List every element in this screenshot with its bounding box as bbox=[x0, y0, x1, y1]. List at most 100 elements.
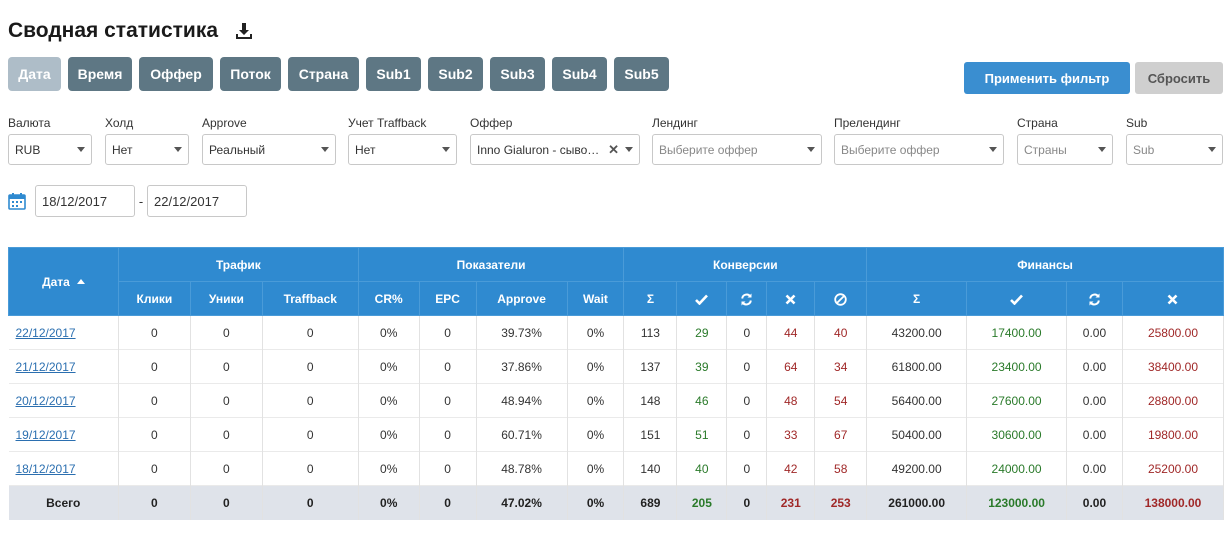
chevron-down-icon bbox=[1208, 147, 1216, 152]
prelanding-value: Выберите оффер bbox=[841, 142, 940, 157]
country-value: Страны bbox=[1024, 142, 1067, 157]
conv-approved-cell: 51 bbox=[676, 417, 728, 452]
total-wait: 0% bbox=[567, 485, 625, 520]
fin-sum-cell: 49200.00 bbox=[866, 451, 968, 486]
hold-select[interactable]: Нет bbox=[105, 134, 189, 165]
date-to-input[interactable]: 22/12/2017 bbox=[147, 185, 247, 217]
fin-sum-cell: 56400.00 bbox=[866, 383, 968, 418]
fin-hold-header[interactable] bbox=[1066, 281, 1123, 316]
conv-trash-cell: 67 bbox=[814, 417, 868, 452]
traffback-label: Учет Traffback bbox=[348, 116, 427, 130]
sub-select[interactable]: Sub bbox=[1126, 134, 1223, 165]
uniques-header[interactable]: Уники bbox=[189, 281, 263, 316]
total-uniques: 0 bbox=[190, 485, 263, 520]
approve-cell: 37.86% bbox=[476, 349, 568, 384]
uniques-cell: 0 bbox=[190, 383, 263, 418]
conv-approved-cell: 39 bbox=[676, 349, 728, 384]
apply-filter-button[interactable]: Применить фильтр bbox=[964, 62, 1130, 94]
conv-hold-header[interactable] bbox=[726, 281, 768, 316]
country-filter: Страна Страны bbox=[1017, 115, 1113, 165]
epc-cell: 0 bbox=[419, 349, 477, 384]
table-row: 18/12/2017 0 0 0 0% 0 48.78% 0% 140 40 0… bbox=[8, 451, 1225, 486]
epc-cell: 0 bbox=[419, 315, 477, 350]
traffback-cell: 0 bbox=[262, 383, 359, 418]
traffback-select[interactable]: Нет bbox=[348, 134, 457, 165]
row-date-link[interactable]: 22/12/2017 bbox=[8, 315, 119, 350]
groupby-date-button[interactable]: Дата bbox=[8, 57, 61, 91]
groupby-sub1-button[interactable]: Sub1 bbox=[366, 57, 421, 91]
groupby-sub5-button[interactable]: Sub5 bbox=[614, 57, 669, 91]
clicks-cell: 0 bbox=[118, 349, 191, 384]
currency-select[interactable]: RUB bbox=[8, 134, 92, 165]
groupby-sub4-button[interactable]: Sub4 bbox=[552, 57, 607, 91]
groupby-tabs: Дата Время Оффер Поток Страна Sub1 Sub2 … bbox=[8, 57, 676, 91]
epc-header[interactable]: EPC bbox=[418, 281, 477, 316]
row-date-link[interactable]: 21/12/2017 bbox=[8, 349, 119, 384]
fin-approved-cell: 17400.00 bbox=[966, 315, 1068, 350]
fin-sum-header[interactable]: Σ bbox=[866, 281, 968, 316]
fin-approved-header[interactable] bbox=[966, 281, 1068, 316]
total-label: Всего bbox=[8, 485, 119, 520]
cr-header[interactable]: CR% bbox=[357, 281, 420, 316]
hold-filter: Холд Нет bbox=[105, 115, 189, 165]
groupby-time-button[interactable]: Время bbox=[68, 57, 132, 91]
check-icon bbox=[695, 294, 709, 305]
offer-select[interactable]: Inno Gialuron - сыво… ✕ bbox=[470, 134, 640, 165]
download-icon[interactable] bbox=[234, 21, 254, 41]
approve-label: Approve bbox=[202, 116, 247, 130]
offer-label: Оффер bbox=[470, 116, 513, 130]
approve-header[interactable]: Approve bbox=[475, 281, 568, 316]
groupby-flow-button[interactable]: Поток bbox=[220, 57, 281, 91]
fin-rejected-header[interactable] bbox=[1121, 281, 1225, 316]
wait-header[interactable]: Wait bbox=[566, 281, 625, 316]
conv-sum-header[interactable]: Σ bbox=[623, 281, 678, 316]
calendar-icon[interactable] bbox=[8, 192, 26, 210]
date-range: 18/12/2017 - 22/12/2017 bbox=[8, 185, 247, 217]
date-column-header[interactable]: Дата bbox=[8, 247, 119, 316]
page-title: Сводная статистика bbox=[8, 19, 219, 42]
total-row: Всего 0 0 0 0% 0 47.02% 0% 689 205 0 231… bbox=[8, 485, 1225, 520]
row-date-link[interactable]: 19/12/2017 bbox=[8, 417, 119, 452]
table-row: 19/12/2017 0 0 0 0% 0 60.71% 0% 151 51 0… bbox=[8, 417, 1225, 452]
groupby-offer-button[interactable]: Оффер bbox=[139, 57, 213, 91]
cr-cell: 0% bbox=[358, 417, 420, 452]
total-conv-sum: 689 bbox=[623, 485, 678, 520]
conversions-group-header: Конверсии bbox=[623, 247, 868, 282]
date-separator: - bbox=[138, 193, 144, 209]
total-conv-trash: 253 bbox=[814, 485, 868, 520]
check-icon bbox=[1010, 294, 1023, 305]
fin-approved-cell: 27600.00 bbox=[966, 383, 1068, 418]
conv-trash-header[interactable] bbox=[814, 281, 868, 316]
groupby-country-button[interactable]: Страна bbox=[288, 57, 359, 91]
approve-select[interactable]: Реальный bbox=[202, 134, 336, 165]
chevron-down-icon bbox=[1098, 147, 1106, 152]
clicks-cell: 0 bbox=[118, 451, 191, 486]
prelanding-select[interactable]: Выберите оффер bbox=[834, 134, 1004, 165]
landing-select[interactable]: Выберите оффер bbox=[652, 134, 822, 165]
table-row: 22/12/2017 0 0 0 0% 0 39.73% 0% 113 29 0… bbox=[8, 315, 1225, 350]
conv-hold-cell: 0 bbox=[726, 383, 768, 418]
approve-filter: Approve Реальный bbox=[202, 115, 336, 165]
reset-button[interactable]: Сбросить bbox=[1135, 62, 1223, 94]
landing-value: Выберите оффер bbox=[659, 142, 758, 157]
groupby-sub3-button[interactable]: Sub3 bbox=[490, 57, 545, 91]
close-icon[interactable]: ✕ bbox=[608, 141, 619, 157]
row-date-link[interactable]: 18/12/2017 bbox=[8, 451, 119, 486]
traffback-header[interactable]: Traffback bbox=[261, 281, 359, 316]
uniques-cell: 0 bbox=[190, 315, 263, 350]
epc-cell: 0 bbox=[419, 417, 477, 452]
traffback-cell: 0 bbox=[262, 451, 359, 486]
conv-trash-cell: 34 bbox=[814, 349, 868, 384]
chevron-down-icon bbox=[989, 147, 997, 152]
groupby-sub2-button[interactable]: Sub2 bbox=[428, 57, 483, 91]
clicks-header[interactable]: Клики bbox=[117, 281, 191, 316]
conv-rejected-header[interactable] bbox=[766, 281, 816, 316]
stats-table: Дата Трафик Показатели Конверсии Финансы… bbox=[8, 247, 1225, 520]
conv-approved-header[interactable] bbox=[676, 281, 728, 316]
conv-approved-cell: 29 bbox=[676, 315, 728, 350]
fin-rejected-cell: 38400.00 bbox=[1122, 349, 1225, 384]
date-from-input[interactable]: 18/12/2017 bbox=[35, 185, 135, 217]
country-select[interactable]: Страны bbox=[1017, 134, 1113, 165]
page-header: Сводная статистика bbox=[8, 16, 254, 46]
row-date-link[interactable]: 20/12/2017 bbox=[8, 383, 119, 418]
